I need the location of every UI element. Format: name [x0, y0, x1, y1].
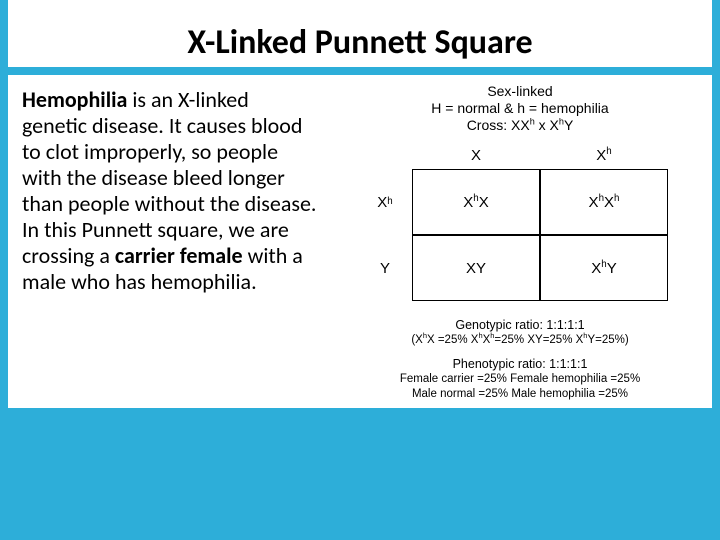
phenotypic-line-2: Male normal =25% Male hemophilia =25% [344, 387, 696, 402]
cell-1-2: XhXh [540, 169, 668, 235]
col-header-1: X [412, 147, 540, 169]
cross-line: Cross: XXh x XhY [344, 117, 696, 133]
hemophilia-term: Hemophilia [22, 86, 127, 113]
allele-legend: H = normal & h = hemophilia [344, 100, 696, 116]
genotypic-title: Genotypic ratio: 1:1:1:1 [344, 317, 696, 333]
row-header-1: Xh [358, 169, 412, 235]
phenotypic-line-1: Female carrier =25% Female hemophilia =2… [344, 372, 696, 387]
col-header-2: Xh [540, 147, 668, 169]
genotypic-detail: (XhX =25% XhXh=25% XY=25% XhY=25%) [344, 333, 696, 348]
cell-1-1: XhX [412, 169, 540, 235]
cell-2-1: XY [412, 235, 540, 301]
paragraph-1: Hemophilia is an X-linked genetic diseas… [22, 87, 318, 217]
slide-title: X-Linked Punnett Square [8, 0, 712, 67]
content-row: Hemophilia is an X-linked genetic diseas… [8, 75, 712, 408]
cell-2-2: XhY [540, 235, 668, 301]
punnett-square: X Xh Xh XhX XhXh Y XY XhY [344, 147, 696, 301]
sex-linked-label: Sex-linked [344, 83, 696, 99]
carrier-female-term: carrier female [115, 242, 243, 269]
paragraph-2: In this Punnett square, we are crossing … [22, 217, 318, 295]
ratio-block: Genotypic ratio: 1:1:1:1 (XhX =25% XhXh=… [344, 317, 696, 402]
body-text: Hemophilia is an X-linked genetic diseas… [8, 75, 328, 408]
phenotypic-title: Phenotypic ratio: 1:1:1:1 [344, 356, 696, 372]
punnett-diagram: Sex-linked H = normal & h = hemophilia C… [328, 75, 712, 408]
row-header-2: Y [358, 235, 412, 301]
